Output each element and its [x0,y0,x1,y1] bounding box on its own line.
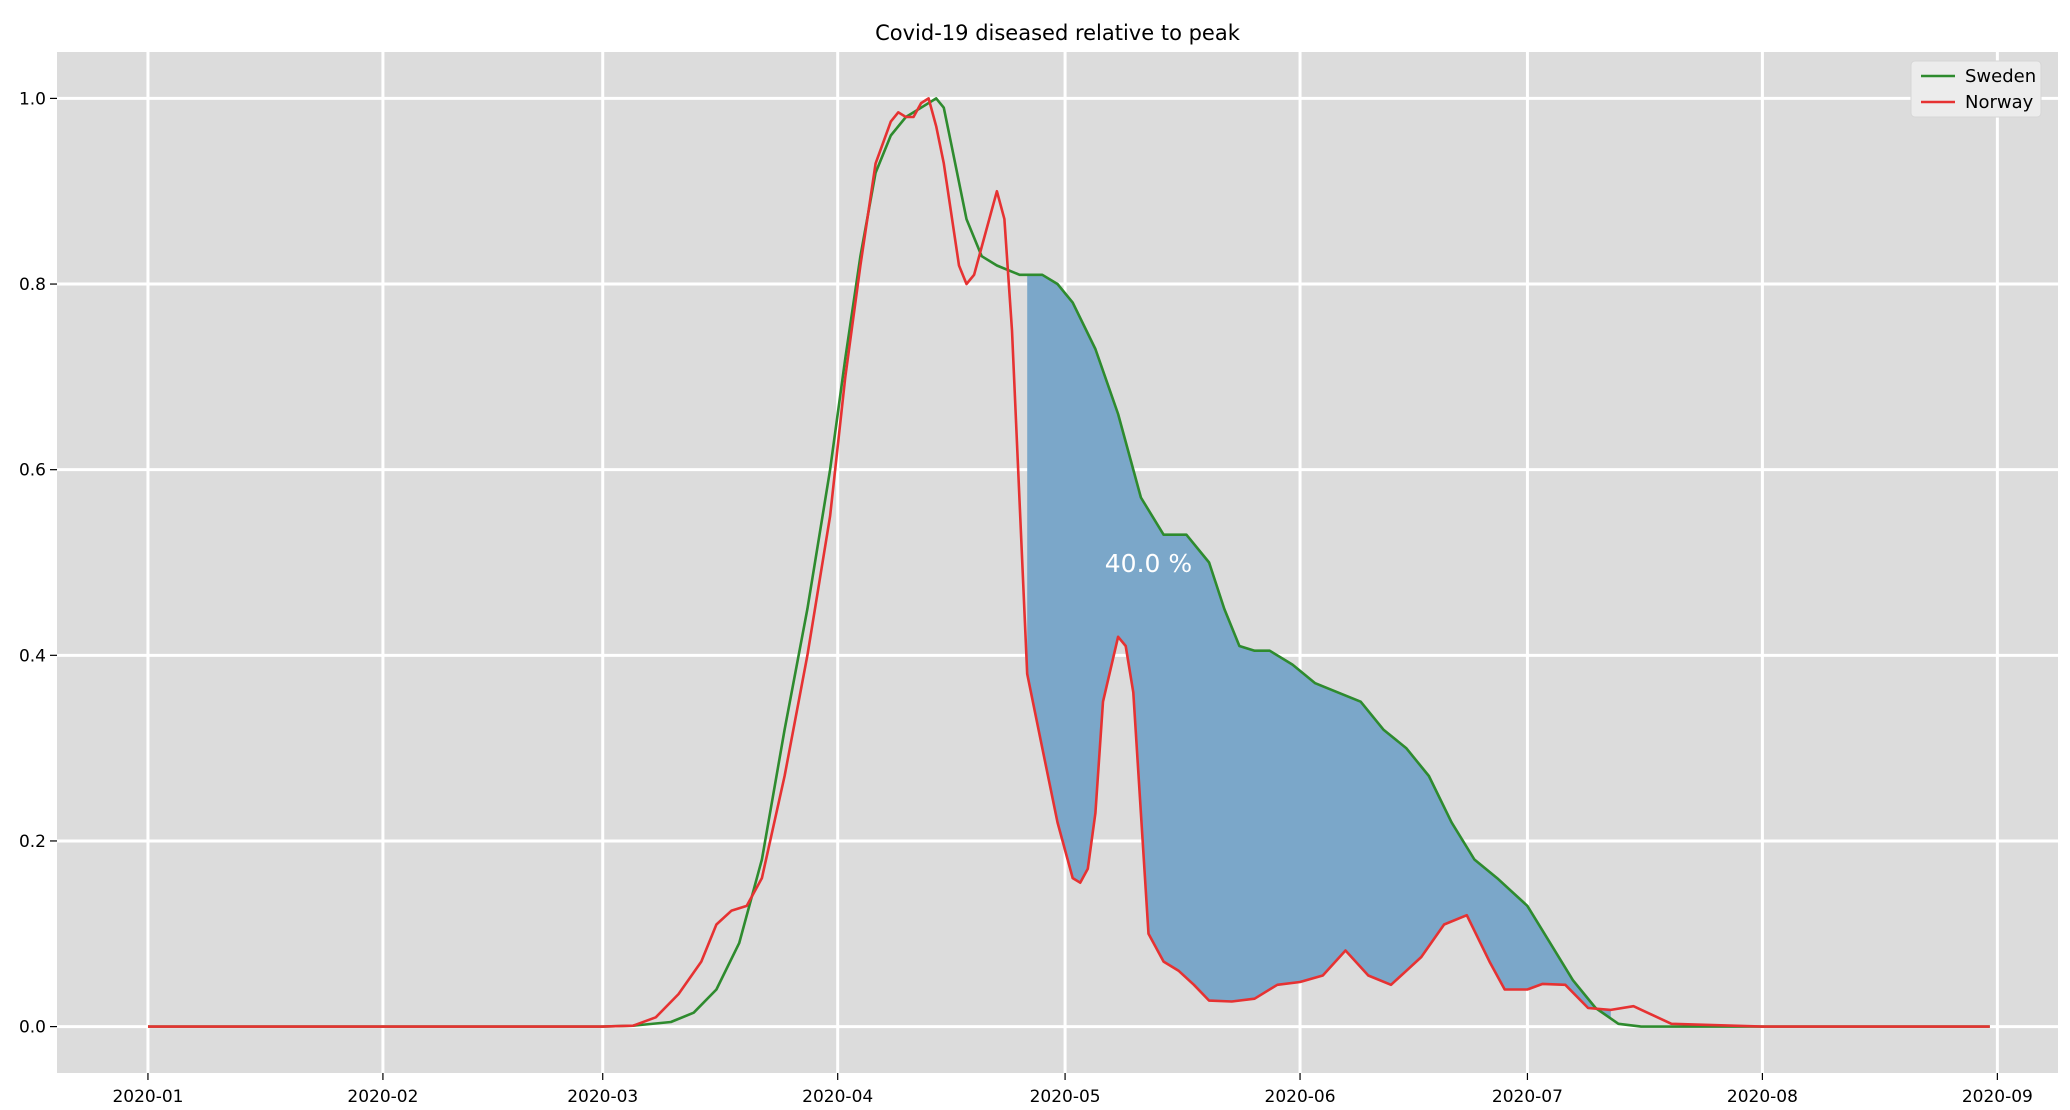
y-tick-label: 0.0 [19,1018,46,1038]
y-tick-label: 0.4 [19,646,46,666]
series-lines [148,97,1990,1028]
x-tick-label: 2020-08 [1727,1087,1798,1107]
y-tick-label: 0.2 [19,832,46,852]
series-line-norway [148,97,1990,1028]
legend-label-sweden: Sweden [1965,66,2036,87]
y-tick-label: 1.0 [19,89,46,109]
x-tick-label: 2020-02 [347,1087,418,1107]
difference-fill-area [1027,274,1611,1019]
difference-annotation: 40.0 % [1105,549,1192,578]
x-tick-label: 2020-05 [1030,1087,1101,1107]
y-tick-label: 0.6 [19,461,46,481]
chart-title: Covid-19 diseased relative to peak [875,21,1241,45]
x-tick-label: 2020-09 [1962,1087,2033,1107]
y-tick-label: 0.8 [19,275,46,295]
x-tick-label: 2020-06 [1265,1087,1336,1107]
x-tick-label: 2020-04 [802,1087,873,1107]
axis-ticks: 2020-01 2020-02 2020-03 2020-04 2020-05 2020-… [19,89,2033,1107]
x-tick-label: 2020-03 [567,1087,638,1107]
legend-label-norway: Norway [1965,92,2034,113]
x-tick-label: 2020-07 [1492,1087,1563,1107]
fill-between-area [1027,274,1611,1019]
x-tick-label: 2020-01 [112,1087,183,1107]
legend: Sweden Norway [1910,60,2042,118]
series-line-sweden [148,97,1990,1028]
